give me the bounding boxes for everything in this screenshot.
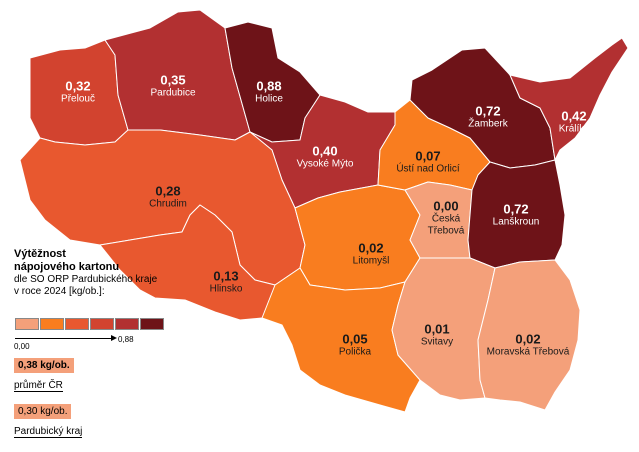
label-policka: 0,05 Polička [339, 332, 371, 359]
name-zamberk: Žamberk [468, 118, 508, 130]
scale-max-label: 0,88 [118, 335, 134, 344]
label-prelouc: 0,32 Přelouč [61, 79, 95, 106]
name-holice: Holice [255, 93, 283, 105]
scale-swatch [90, 318, 114, 330]
scale-swatch [140, 318, 164, 330]
label-holice: 0,88 Holice [255, 79, 283, 106]
scale-swatch [15, 318, 39, 330]
scale-min-label: 0,00 [14, 342, 30, 351]
label-lanskroun: 0,72 Lanškroun [493, 202, 540, 229]
label-hlinsko: 0,13 Hlinsko [210, 269, 243, 296]
label-vysoke: 0,40 Vysoké Mýto [297, 144, 354, 171]
value-kraliky: 0,42 [561, 108, 587, 124]
name-usti: Ústí nad Orlicí [396, 163, 460, 175]
label-ceska: 0,00 Česká Třebová [426, 199, 466, 238]
region-litomysl[interactable] [294, 184, 421, 291]
label-chrudim: 0,28 Chrudim [149, 184, 187, 211]
value-moravska: 0,02 [515, 331, 541, 347]
kraj-average-label: Pardubický kraj [14, 426, 83, 438]
name-lanskroun: Lanškroun [492, 216, 540, 228]
value-holice: 0,88 [256, 78, 282, 94]
label-kraliky: 0,42 Králíky [559, 109, 590, 136]
region-moravska[interactable] [477, 259, 581, 411]
name-hlinsko: Hlinsko [209, 283, 243, 295]
label-litomysl: 0,02 Litomyšl [353, 241, 390, 268]
region-policka[interactable] [261, 267, 421, 413]
label-moravska: 0,02 Moravská Třebová [487, 332, 570, 359]
name-policka: Polička [338, 346, 372, 358]
label-svitavy: 0,01 Svitavy [421, 322, 453, 349]
value-policka: 0,05 [342, 331, 368, 347]
value-ceska: 0,00 [433, 198, 459, 214]
legend-title-line2: nápojového kartonu [14, 261, 120, 273]
legend-title-line1: Výtěžnost [14, 248, 66, 260]
value-pardubice: 0,35 [160, 72, 186, 88]
label-usti: 0,07 Ústí nad Orlicí [396, 149, 459, 176]
value-zamberk: 0,72 [475, 103, 501, 119]
value-vysoke: 0,40 [312, 143, 338, 159]
legend-subtitle: dle SO ORP Pardubického kraje v roce 202… [14, 274, 158, 297]
name-chrudim: Chrudim [149, 198, 187, 210]
region-kraliky[interactable] [509, 37, 629, 161]
cr-average-badge: 0,38 kg/ob. [14, 358, 74, 373]
name-pardubice: Pardubice [150, 87, 196, 99]
value-svitavy: 0,01 [424, 321, 450, 337]
name-kraliky: Králíky [558, 123, 590, 135]
value-lanskroun: 0,72 [503, 201, 529, 217]
name-svitavy: Svitavy [420, 336, 454, 348]
name-vysoke: Vysoké Mýto [296, 158, 354, 170]
legend-title: Výtěžnost nápojového kartonu [14, 248, 119, 274]
label-zamberk: 0,72 Žamberk [468, 104, 507, 131]
name-prelouc: Přelouč [61, 93, 95, 105]
value-prelouc: 0,32 [65, 78, 91, 94]
region-hlinsko[interactable] [99, 204, 276, 321]
scale-arrow-icon [15, 335, 117, 341]
value-hlinsko: 0,13 [213, 268, 239, 284]
value-litomysl: 0,02 [358, 240, 384, 256]
label-pardubice: 0,35 Pardubice [150, 73, 195, 100]
value-chrudim: 0,28 [155, 183, 181, 199]
scale-swatch [115, 318, 139, 330]
cr-average-label: průměr ČR [14, 380, 63, 392]
name-ceska: Česká Třebová [427, 213, 465, 237]
name-moravska: Moravská Třebová [486, 346, 570, 358]
scale-swatch [65, 318, 89, 330]
value-usti: 0,07 [415, 148, 441, 164]
name-litomysl: Litomyšl [352, 255, 390, 267]
kraj-average-badge: 0,30 kg/ob. [14, 404, 72, 419]
legend-color-scale [15, 318, 165, 330]
scale-swatch [40, 318, 64, 330]
